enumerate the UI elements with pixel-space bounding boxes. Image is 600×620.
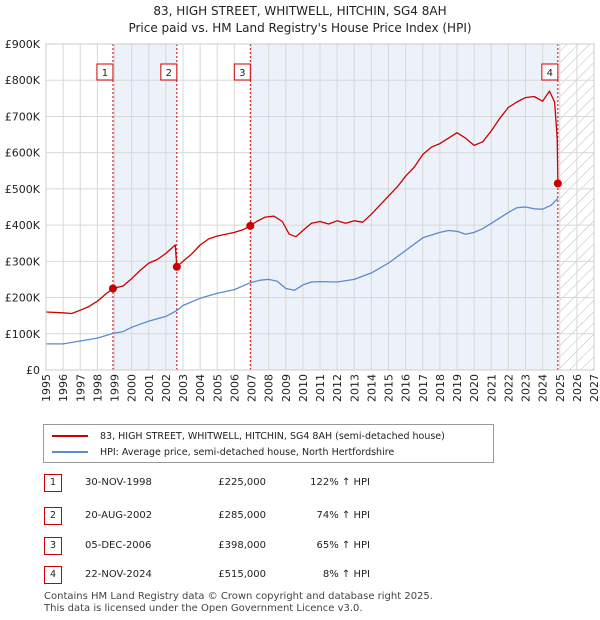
x-tick-label: 2016 bbox=[400, 374, 413, 402]
x-tick-label: 2027 bbox=[588, 374, 600, 402]
x-tick-label: 1998 bbox=[91, 374, 104, 402]
x-tick-label: 1999 bbox=[109, 374, 122, 402]
transaction-date: 22-NOV-2024 bbox=[85, 569, 152, 580]
x-tick-label: 2022 bbox=[502, 374, 515, 402]
y-tick-label: £500K bbox=[5, 183, 41, 196]
x-tick-label: 2011 bbox=[314, 374, 327, 402]
sale-point bbox=[172, 262, 181, 271]
x-tick-label: 2009 bbox=[280, 374, 293, 402]
legend-hpi-swatch bbox=[52, 451, 88, 453]
footer-copyright: Contains HM Land Registry data © Crown c… bbox=[44, 591, 433, 602]
footer-licence: This data is licensed under the Open Gov… bbox=[44, 603, 363, 614]
y-tick-label: £400K bbox=[5, 219, 41, 232]
transaction-number: 4 bbox=[44, 566, 62, 584]
sale-point bbox=[108, 284, 117, 293]
transaction-number: 2 bbox=[44, 507, 62, 525]
transaction-date: 30-NOV-1998 bbox=[85, 477, 152, 488]
y-tick-label: £700K bbox=[5, 110, 41, 123]
transaction-hpi: 74% ↑ HPI bbox=[316, 510, 370, 521]
x-tick-label: 2010 bbox=[297, 374, 310, 402]
x-tick-label: 2024 bbox=[537, 374, 550, 402]
annotation-label: 4 bbox=[547, 68, 553, 79]
legend-hpi-label: HPI: Average price, semi-detached house,… bbox=[100, 446, 395, 458]
x-tick-label: 2019 bbox=[451, 374, 464, 402]
x-tick-label: 2007 bbox=[246, 374, 259, 402]
transaction-number: 3 bbox=[44, 537, 62, 555]
x-tick-label: 2013 bbox=[348, 374, 361, 402]
transaction-price: £398,000 bbox=[218, 540, 266, 551]
transaction-price: £515,000 bbox=[218, 569, 266, 580]
x-tick-label: 2000 bbox=[126, 374, 139, 402]
x-tick-label: 2021 bbox=[485, 374, 498, 402]
transaction-row: 2 20-AUG-2002 £285,000 74% ↑ HPI bbox=[0, 507, 600, 527]
sale-point bbox=[553, 179, 562, 188]
x-tick-label: 2026 bbox=[571, 374, 584, 402]
x-tick-label: 1997 bbox=[74, 374, 87, 402]
transaction-price: £285,000 bbox=[218, 510, 266, 521]
legend: 83, HIGH STREET, WHITWELL, HITCHIN, SG4 … bbox=[43, 424, 494, 463]
annotation-box bbox=[96, 63, 114, 81]
annotation-label: 1 bbox=[102, 68, 108, 79]
property-price-line bbox=[46, 90, 559, 315]
annotation-label: 2 bbox=[166, 68, 172, 79]
sale-point bbox=[246, 221, 255, 230]
legend-property: 83, HIGH STREET, WHITWELL, HITCHIN, SG4 … bbox=[52, 428, 445, 444]
transaction-hpi: 8% ↑ HPI bbox=[322, 569, 370, 580]
x-tick-label: 2025 bbox=[554, 374, 567, 402]
price-chart: 1 2 3 4 £0 £100K £200K £300K £400K £500K £600K £70… bbox=[5, 38, 600, 402]
x-tick-label: 1996 bbox=[57, 374, 70, 402]
y-tick-label: £600K bbox=[5, 147, 41, 160]
annotation-label: 3 bbox=[239, 68, 245, 79]
x-tick-label: 2017 bbox=[417, 374, 430, 402]
y-tick-label: £900K bbox=[5, 38, 41, 51]
x-tick-label: 2001 bbox=[143, 374, 156, 402]
ownership-shade-region bbox=[250, 44, 558, 370]
legend-property-label: 83, HIGH STREET, WHITWELL, HITCHIN, SG4 … bbox=[100, 430, 445, 442]
y-tick-label: £0 bbox=[26, 364, 40, 377]
legend-hpi: HPI: Average price, semi-detached house,… bbox=[52, 444, 394, 460]
y-tick-label: £100K bbox=[5, 328, 41, 341]
chart-title: 83, HIGH STREET, WHITWELL, HITCHIN, SG4 … bbox=[153, 4, 447, 18]
y-tick-label: £200K bbox=[5, 292, 41, 305]
transaction-price: £225,000 bbox=[218, 477, 266, 488]
ownership-shade-region bbox=[112, 44, 177, 370]
annotation-box bbox=[160, 63, 178, 81]
transaction-date: 05-DEC-2006 bbox=[85, 540, 152, 551]
transaction-number: 1 bbox=[44, 474, 62, 492]
x-tick-label: 2008 bbox=[263, 374, 276, 402]
x-tick-label: 1995 bbox=[40, 374, 53, 402]
annotation-box bbox=[233, 63, 251, 81]
x-tick-label: 2003 bbox=[177, 374, 190, 402]
x-tick-label: 2018 bbox=[434, 374, 447, 402]
transaction-row: 4 22-NOV-2024 £515,000 8% ↑ HPI bbox=[0, 566, 600, 586]
x-tick-label: 2014 bbox=[365, 374, 378, 402]
x-tick-label: 2006 bbox=[228, 374, 241, 402]
x-tick-label: 2020 bbox=[468, 374, 481, 402]
transaction-date: 20-AUG-2002 bbox=[85, 510, 153, 521]
transaction-row: 3 05-DEC-2006 £398,000 65% ↑ HPI bbox=[0, 537, 600, 557]
y-tick-label: £800K bbox=[5, 74, 41, 87]
x-tick-label: 2002 bbox=[160, 374, 173, 402]
y-tick-label: £300K bbox=[5, 255, 41, 268]
legend-property-swatch bbox=[52, 435, 88, 437]
transaction-hpi: 65% ↑ HPI bbox=[316, 540, 370, 551]
x-tick-label: 2004 bbox=[194, 374, 207, 402]
chart-subtitle: Price paid vs. HM Land Registry's House … bbox=[128, 21, 472, 35]
hpi-line bbox=[46, 197, 559, 345]
x-tick-label: 2012 bbox=[331, 374, 344, 402]
x-tick-label: 2015 bbox=[383, 374, 396, 402]
transaction-row: 1 30-NOV-1998 £225,000 122% ↑ HPI bbox=[0, 474, 600, 494]
transaction-hpi: 122% ↑ HPI bbox=[310, 477, 370, 488]
annotation-box bbox=[541, 63, 559, 81]
x-tick-label: 2023 bbox=[520, 374, 533, 402]
plot-frame bbox=[45, 43, 595, 371]
x-tick-label: 2005 bbox=[211, 374, 224, 402]
